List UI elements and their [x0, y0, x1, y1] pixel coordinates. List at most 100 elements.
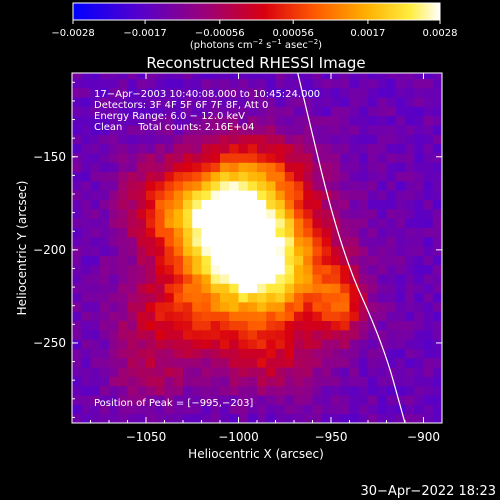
heatmap-cell — [164, 180, 175, 191]
heatmap-cell — [294, 329, 304, 340]
heatmap-cell — [321, 87, 332, 98]
heatmap-cell — [155, 106, 165, 117]
heatmap-cell — [331, 246, 341, 256]
heatmap-cell — [164, 106, 175, 117]
heatmap-cell — [368, 87, 378, 98]
heatmap-cell — [90, 106, 101, 117]
heatmap-cell — [405, 97, 415, 107]
heatmap-cell — [90, 190, 101, 200]
heatmap-cell — [395, 413, 406, 423]
heatmap-cell — [247, 367, 258, 377]
heatmap-cell — [155, 339, 165, 349]
heatmap-cell — [266, 115, 276, 126]
heatmap-cell — [210, 413, 221, 423]
heatmap-cell — [127, 292, 138, 303]
heatmap-cell — [99, 413, 110, 423]
heatmap-cell — [81, 329, 91, 340]
heatmap-cell — [90, 87, 101, 98]
heatmap-cell — [81, 274, 91, 284]
heatmap-cell — [303, 348, 313, 359]
heatmap-cell — [81, 236, 91, 247]
heatmap-cell — [405, 162, 415, 173]
heatmap-cell — [275, 292, 286, 303]
heatmap-cell — [257, 227, 267, 238]
heatmap-cell — [386, 208, 397, 219]
heatmap-cell — [183, 404, 193, 415]
heatmap-cell — [155, 395, 165, 405]
heatmap-cell — [377, 125, 387, 135]
heatmap-cell — [284, 274, 295, 284]
heatmap-cell — [210, 246, 221, 256]
heatmap-cell — [340, 367, 350, 377]
colorbar-tick-label: −0.0017 — [123, 28, 166, 39]
heatmap-cell — [423, 357, 434, 368]
heatmap-cell — [312, 274, 323, 284]
heatmap-cell — [349, 134, 360, 145]
heatmap-cell — [284, 78, 295, 89]
heatmap-cell — [238, 190, 249, 200]
heatmap-cell — [257, 292, 267, 303]
heatmap-cell — [146, 218, 156, 228]
heatmap-cell — [72, 376, 82, 387]
heatmap-cell — [146, 73, 156, 79]
heatmap-cell — [321, 125, 332, 135]
heatmap-cell — [136, 246, 147, 256]
heatmap-cell — [136, 190, 147, 200]
heatmap-cell — [257, 199, 267, 210]
heatmap-cell — [99, 227, 110, 238]
heatmap-cell — [127, 329, 138, 340]
heatmap-cell — [201, 199, 212, 210]
heatmap-cell — [275, 180, 286, 191]
heatmap-cell — [377, 236, 387, 247]
heatmap-cell — [340, 106, 350, 117]
heatmap-cell — [303, 171, 313, 182]
heatmap-cell — [331, 367, 341, 377]
heatmap-cell — [284, 236, 295, 247]
heatmap-cell — [173, 162, 184, 173]
heatmap-cell — [183, 246, 193, 256]
heatmap-cell — [109, 73, 119, 79]
heatmap-cell — [72, 162, 82, 173]
heatmap-cell — [201, 255, 212, 266]
heatmap-cell — [155, 413, 165, 423]
heatmap-cell — [201, 367, 212, 377]
heatmap-cell — [99, 134, 110, 145]
heatmap-cell — [247, 311, 258, 322]
heatmap-cell — [358, 339, 369, 349]
heatmap-cell — [257, 171, 267, 182]
heatmap-cell — [81, 357, 91, 368]
heatmap-cell — [72, 274, 82, 284]
heatmap-cell — [395, 73, 406, 79]
heatmap-cell — [183, 301, 193, 312]
heatmap-cell — [99, 125, 110, 135]
heatmap-cell — [386, 134, 397, 145]
heatmap-cell — [247, 320, 258, 331]
heatmap-cell — [266, 385, 276, 396]
heatmap-cell — [192, 339, 202, 349]
heatmap-cell — [423, 87, 434, 98]
heatmap-cell — [229, 218, 239, 228]
heatmap-cell — [395, 134, 406, 145]
heatmap-cell — [294, 413, 304, 423]
heatmap-cell — [405, 395, 415, 405]
heatmap-cell — [257, 283, 267, 294]
heatmap-cell — [340, 413, 350, 423]
heatmap-cell — [368, 97, 378, 107]
heatmap-cell — [331, 73, 341, 79]
heatmap-cell — [72, 171, 82, 182]
colorbar-unit-sup: −2 — [308, 38, 318, 46]
heatmap-cell — [127, 311, 138, 322]
heatmap-cell — [146, 162, 156, 173]
heatmap-cell — [136, 218, 147, 228]
heatmap-cell — [340, 236, 350, 247]
heatmap-cell — [81, 171, 91, 182]
heatmap-cell — [72, 348, 82, 359]
heatmap-cell — [99, 190, 110, 200]
heatmap-cell — [155, 264, 165, 275]
heatmap-cell — [358, 395, 369, 405]
heatmap-cell — [395, 115, 406, 126]
heatmap-cell — [321, 348, 332, 359]
heatmap-cell — [423, 218, 434, 228]
heatmap-cell — [340, 385, 350, 396]
heatmap-cell — [238, 339, 249, 349]
